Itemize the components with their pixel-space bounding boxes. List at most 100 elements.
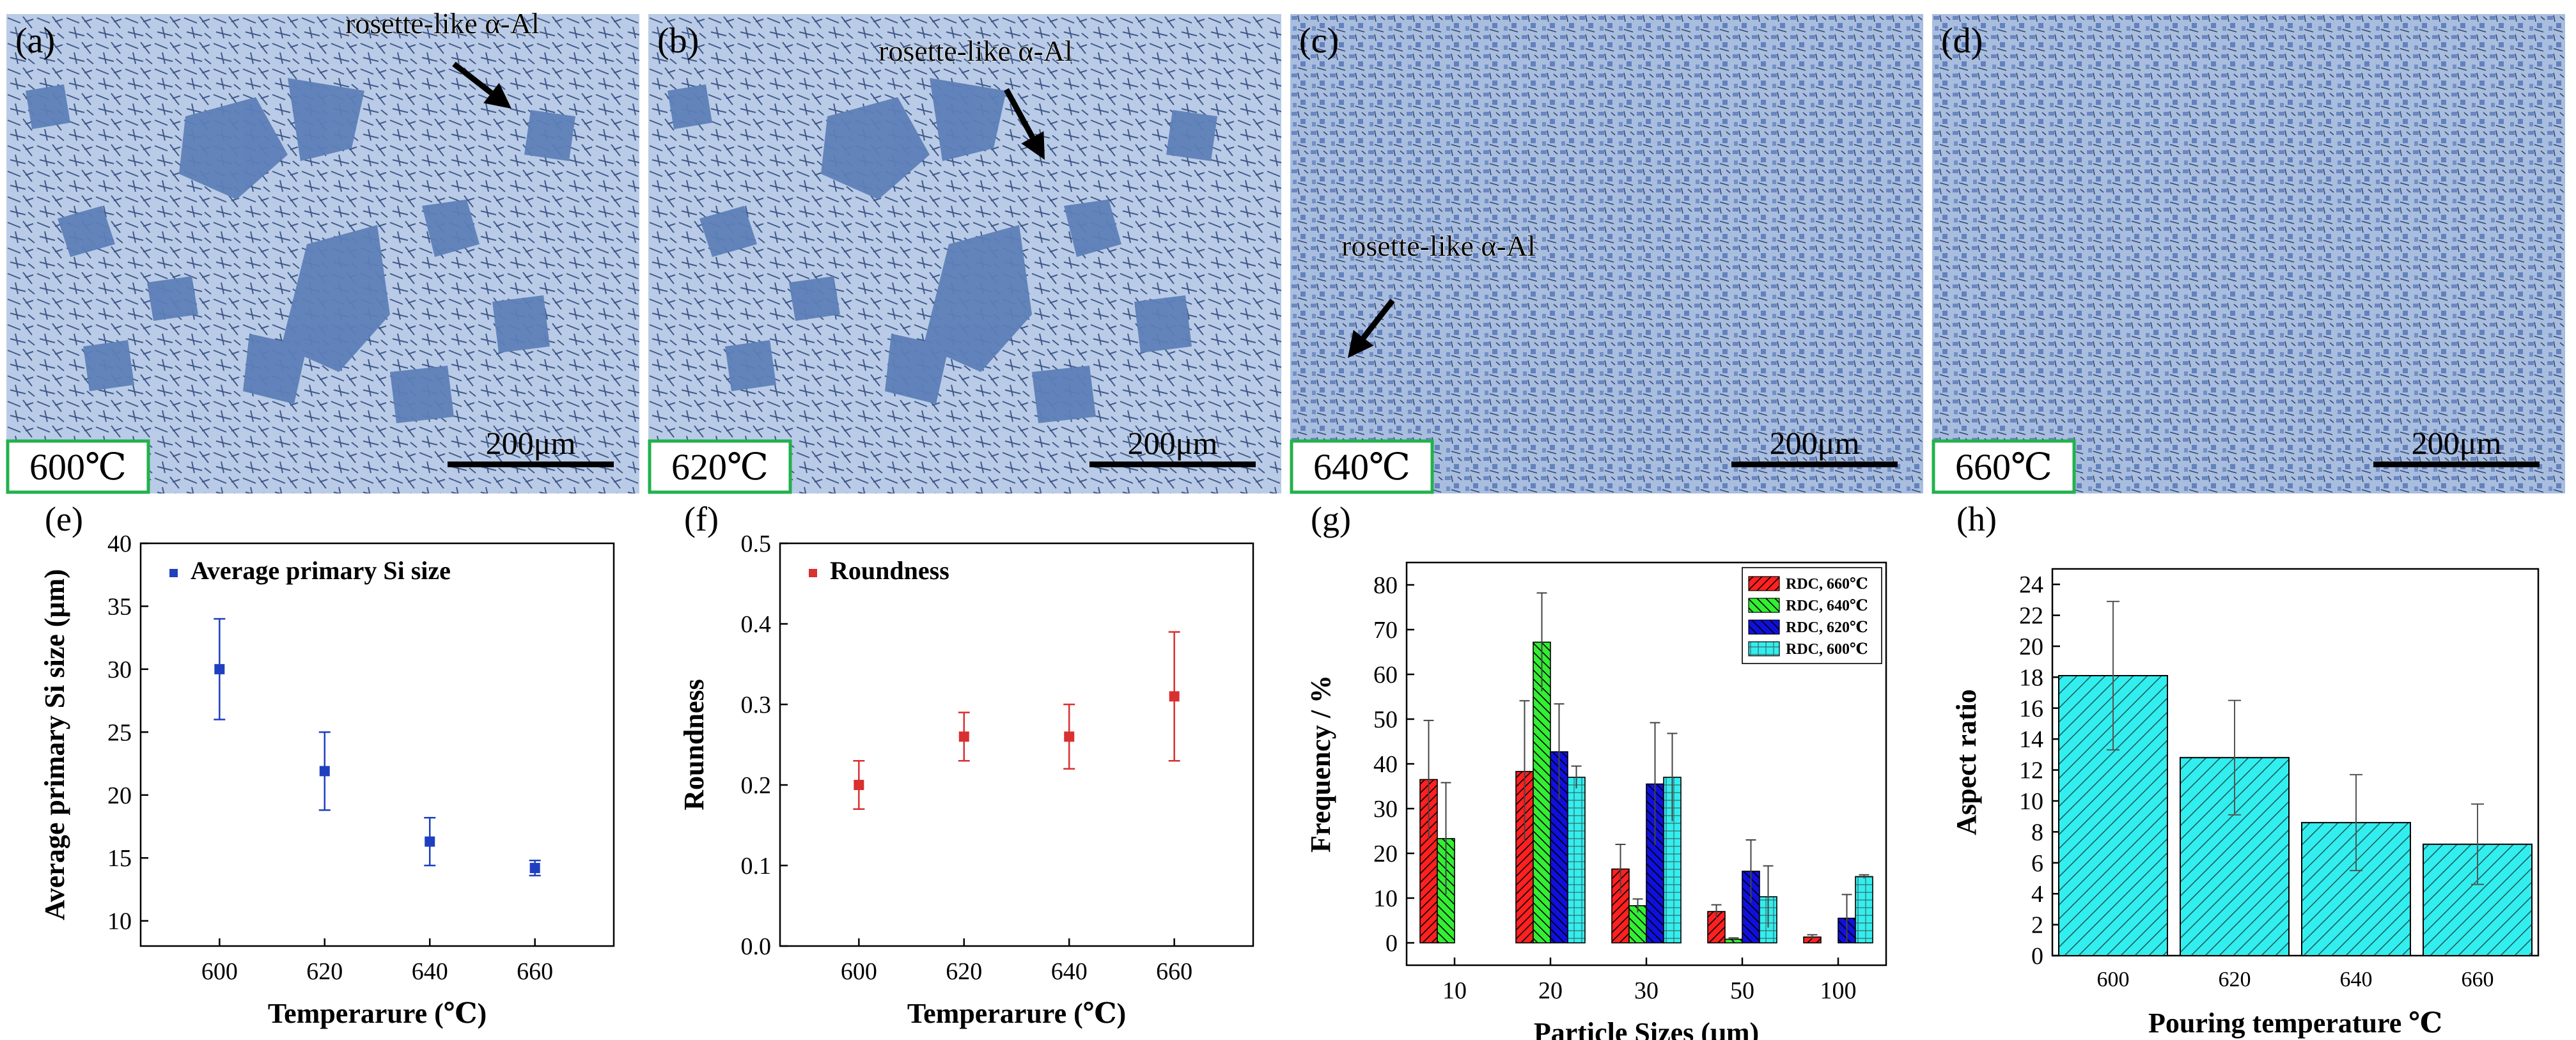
legend-label: Average primary Si size	[191, 556, 451, 585]
annotation-label: rosette-like α-Al	[345, 7, 540, 40]
temperature-label: 600℃	[29, 446, 127, 488]
temperature-label: 660℃	[1955, 446, 2052, 488]
legend-label: RDC, 640℃	[1786, 598, 1868, 614]
y-tick-label: 35	[107, 593, 132, 620]
x-axis-label: Pouring temperature ℃	[2148, 1007, 2442, 1039]
y-tick-label: 20	[107, 782, 132, 809]
scale-bar	[448, 462, 614, 467]
y-tick-label: 0	[2031, 943, 2043, 970]
annotation-arrow-head	[1021, 131, 1045, 160]
y-tick-label: 0.5	[741, 531, 772, 557]
bar	[1567, 777, 1586, 943]
y-tick-label: 0.1	[741, 853, 772, 880]
temperature-box	[1932, 439, 2076, 494]
y-tick-label: 30	[107, 656, 132, 683]
x-axis-label: Particle Sizes (μm)	[1534, 1017, 1759, 1040]
data-point	[214, 664, 225, 674]
data-point	[425, 836, 435, 847]
panel-letter: (g)	[1311, 505, 1351, 538]
data-point	[1169, 691, 1180, 702]
y-tick-label: 20	[2019, 633, 2043, 660]
scale-bar-label: 200μm	[486, 425, 576, 461]
plot-frame	[139, 542, 615, 947]
x-tick-label: 20	[1538, 977, 1563, 1004]
annotation-arrow-shaft	[1361, 299, 1395, 340]
legend-swatch	[1748, 641, 1780, 656]
panel-letter: (b)	[657, 21, 699, 61]
y-tick-label: 10	[1373, 885, 1398, 912]
panel-letter: (a)	[15, 21, 55, 61]
data-point	[1064, 731, 1075, 742]
y-tick-label: 14	[2019, 726, 2043, 753]
x-tick-label: 620	[946, 958, 982, 985]
plot-frame	[779, 542, 1254, 947]
temperature-box	[648, 439, 792, 494]
y-tick-label: 0.2	[741, 772, 772, 799]
y-tick-label: 80	[1373, 572, 1398, 599]
chart-e: (e) 10 15 20 25 30 35 40 Temperarure (℃) Average …	[39, 505, 615, 1029]
y-tick-label: 18	[2019, 664, 2043, 691]
y-tick-label: 0.3	[741, 692, 772, 718]
y-tick-label: 50	[1373, 706, 1398, 733]
y-axis-label: Frequency / %	[1305, 675, 1336, 853]
annotation-label: rosette-like α-Al	[878, 35, 1073, 67]
y-axis-label: Aspect ratio	[1951, 689, 1982, 835]
x-tick-label: 660	[517, 958, 553, 985]
x-tick-label: 600	[201, 958, 238, 985]
annotation-label: rosette-like α-Al	[1341, 229, 1536, 262]
y-axis-label: Average primary Si size (μm)	[39, 569, 70, 920]
y-tick-label: 25	[107, 719, 132, 746]
y-tick-label: 40	[1373, 751, 1398, 778]
x-tick-label: 640	[2340, 968, 2373, 991]
legend-label: RDC, 660℃	[1786, 576, 1868, 593]
data-point	[854, 780, 864, 790]
scale-bar-label: 200μm	[2412, 425, 2502, 461]
y-tick-label: 22	[2019, 603, 2043, 630]
temperature-label: 640℃	[1313, 446, 1410, 488]
temperature-label: 620℃	[671, 446, 769, 488]
x-tick-label: 600	[841, 958, 877, 985]
panel-letter: (h)	[1956, 505, 1997, 538]
panel-letter: (c)	[1299, 21, 1339, 61]
panel-letter: (f)	[684, 505, 719, 538]
x-tick-label: 620	[2219, 968, 2251, 991]
x-tick-label: 50	[1730, 977, 1754, 1004]
legend-swatch	[1748, 619, 1780, 635]
x-tick-label: 10	[1442, 977, 1467, 1004]
x-tick-label: 30	[1634, 977, 1659, 1004]
plot-frame	[2051, 568, 2540, 957]
y-tick-label: 10	[107, 908, 132, 935]
y-tick-label: 12	[2019, 757, 2043, 784]
y-tick-label: 10	[2019, 788, 2043, 815]
x-tick-label: 660	[2462, 968, 2494, 991]
y-tick-label: 8	[2031, 819, 2043, 846]
y-tick-label: 30	[1373, 796, 1398, 823]
micrograph-overlay: (a) 600℃ 200μm rosette-like α-Al (b) 620℃ 200μ…	[6, 6, 2540, 494]
y-tick-label: 24	[2019, 571, 2043, 598]
annotation-arrow-head	[1348, 330, 1374, 358]
y-tick-label: 70	[1373, 617, 1398, 644]
annotation-arrow-shaft	[1004, 88, 1035, 139]
x-tick-label: 100	[1820, 977, 1857, 1004]
chart-g: (g) 0 10 20 30 40 50 60 70 80 Particle Sizes (μm) F…	[1305, 505, 1887, 1040]
legend-swatch	[1748, 576, 1780, 591]
x-axis-label: Temperarure (℃)	[907, 998, 1126, 1029]
chart-f: (f) 0.0 0.1 0.2 0.3 0.4 0.5 Temperarure (℃) Roun…	[678, 505, 1254, 1029]
scale-bar	[1731, 462, 1898, 467]
x-tick-label: 660	[1156, 958, 1192, 985]
annotation-arrow-shaft	[452, 61, 494, 95]
x-tick-label: 640	[412, 958, 448, 985]
scale-bar-label: 200μm	[1770, 425, 1860, 461]
y-tick-label: 60	[1373, 662, 1398, 688]
y-tick-label: 6	[2031, 850, 2043, 877]
y-tick-label: 2	[2031, 912, 2043, 939]
legend-marker	[809, 569, 817, 577]
annotation-arrow-head	[483, 82, 511, 109]
x-tick-label: 600	[2097, 968, 2130, 991]
legend-marker	[169, 569, 178, 577]
panel-letter: (d)	[1941, 21, 1983, 61]
y-tick-label: 4	[2031, 881, 2043, 908]
x-tick-label: 620	[306, 958, 343, 985]
legend-label: Roundness	[830, 556, 949, 585]
